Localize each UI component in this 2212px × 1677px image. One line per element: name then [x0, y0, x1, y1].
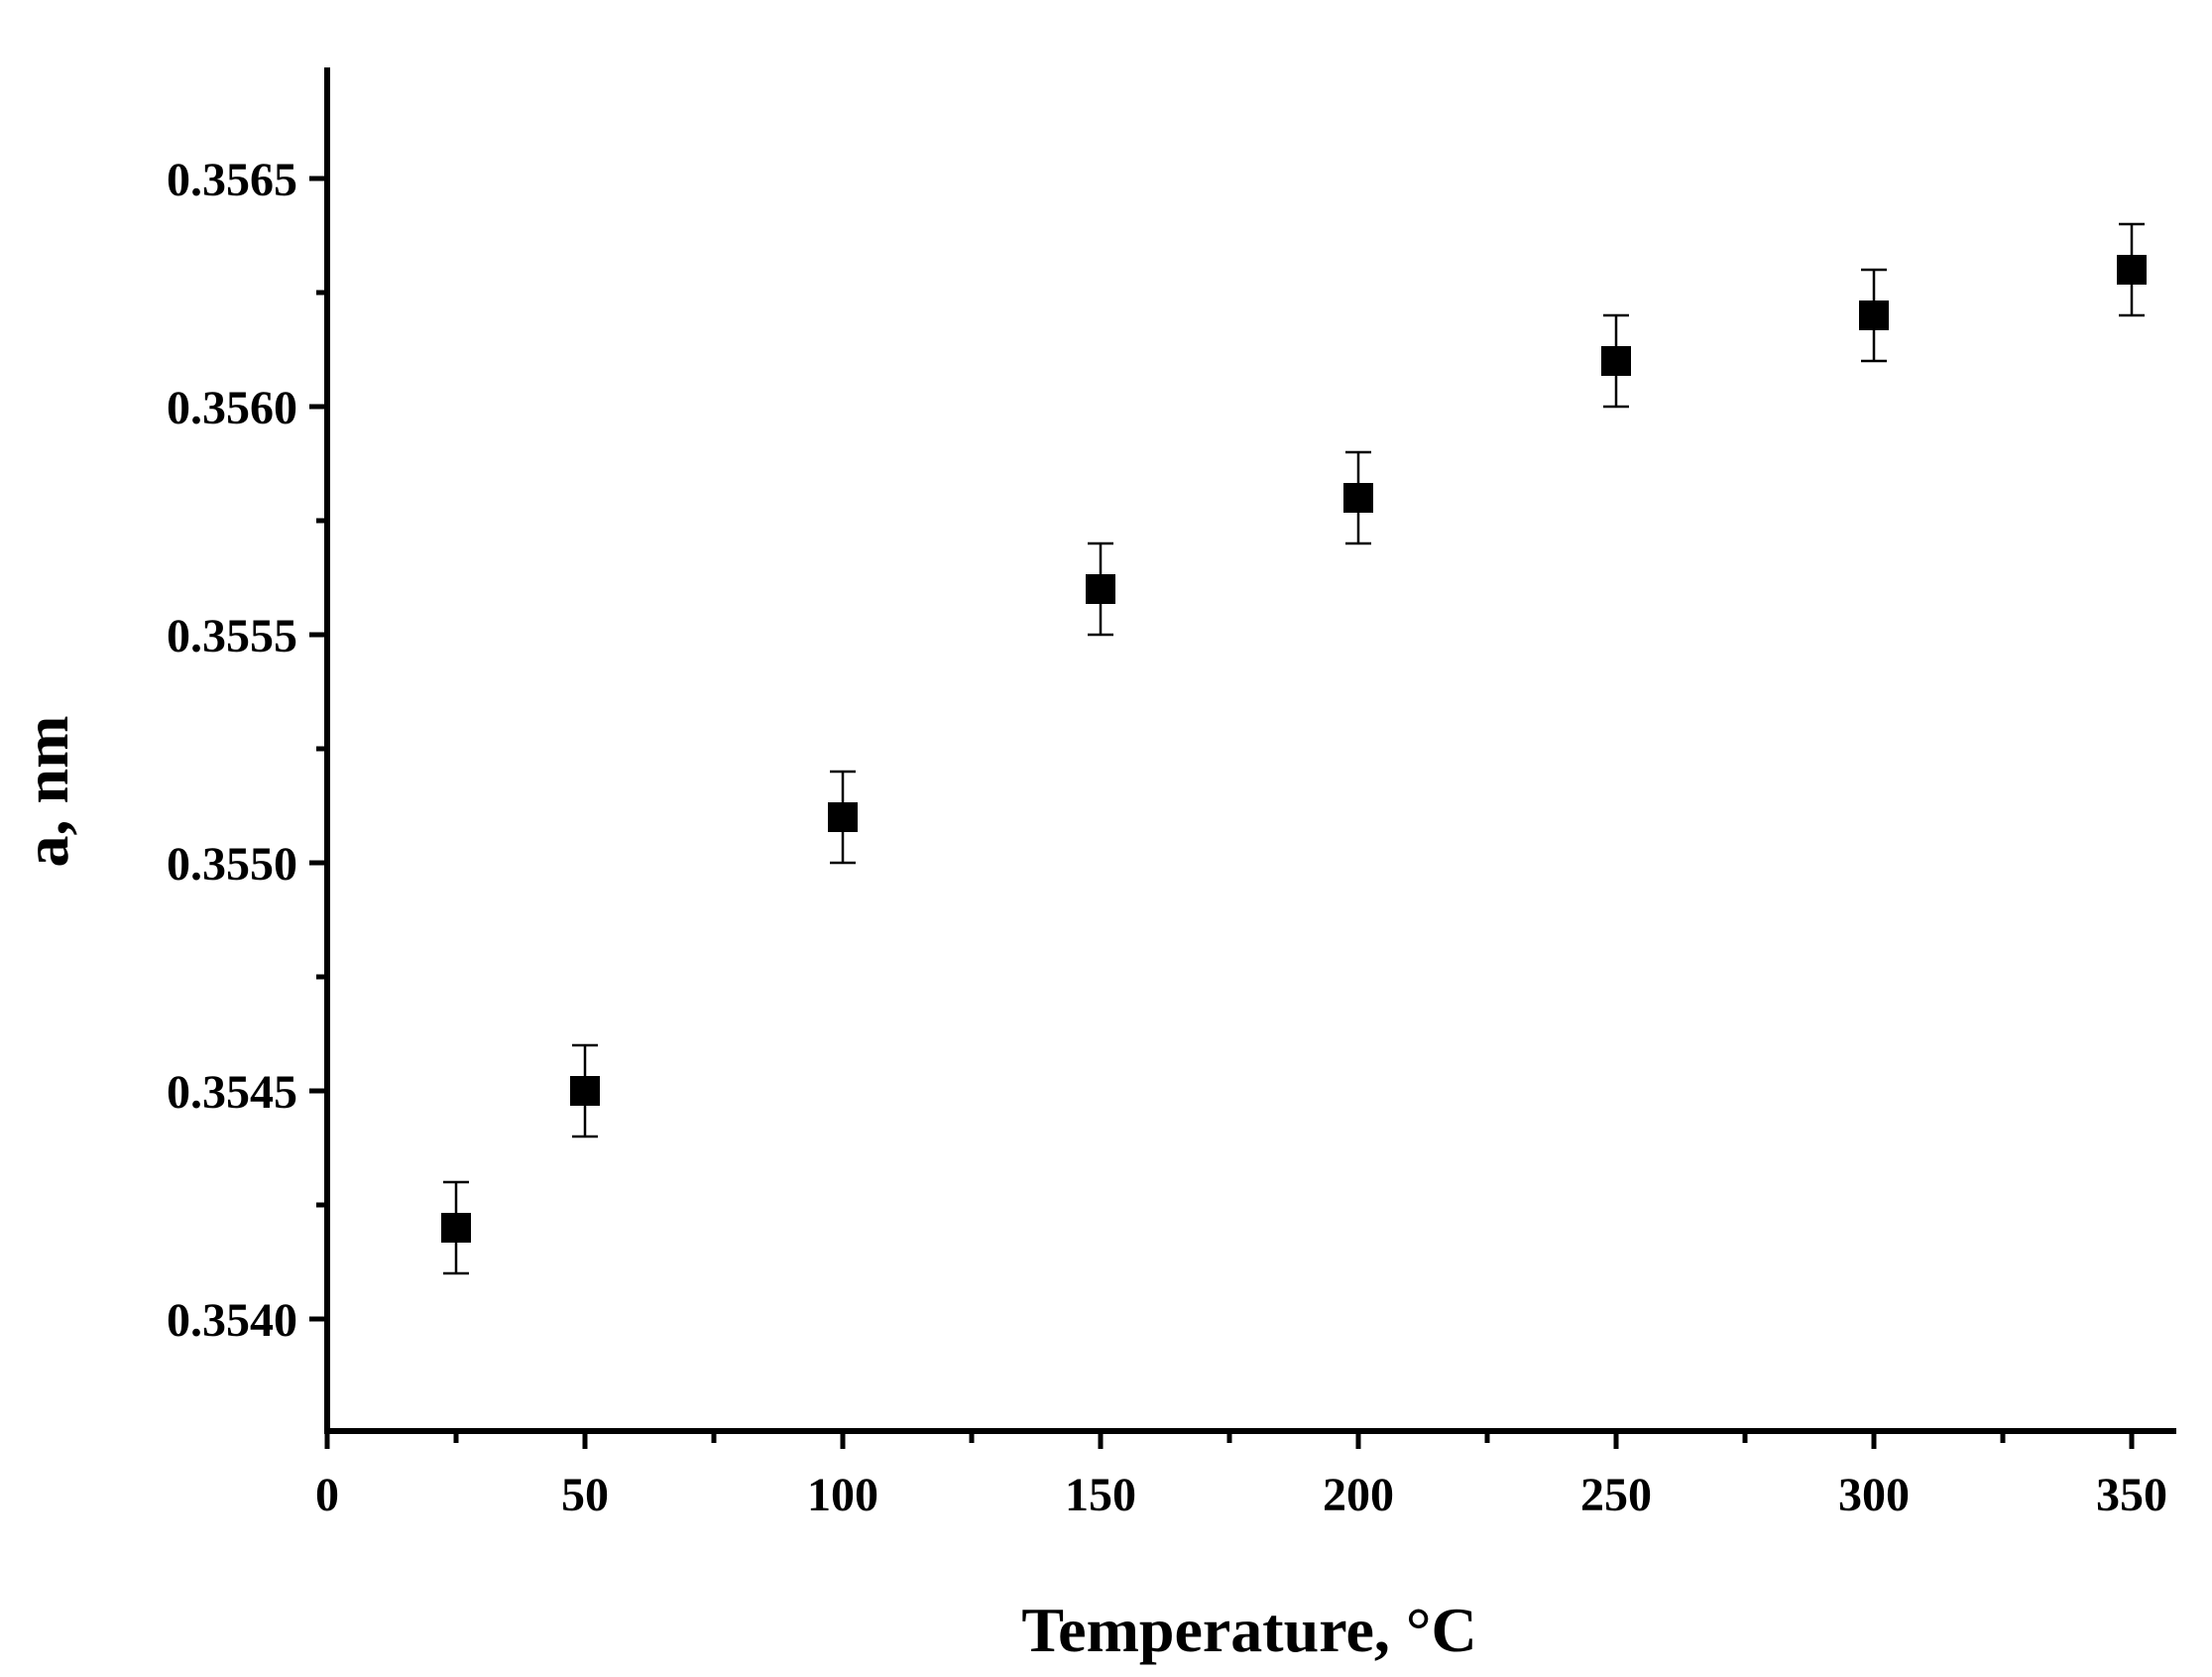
x-tick-label: 0	[315, 1469, 339, 1521]
data-point	[2117, 255, 2147, 285]
data-point	[1086, 574, 1115, 604]
data-point	[570, 1076, 600, 1106]
y-tick-label: 0.3555	[167, 610, 297, 662]
y-tick-label: 0.3540	[167, 1294, 297, 1347]
y-tick-label: 0.3545	[167, 1066, 297, 1119]
x-tick-label: 250	[1580, 1469, 1652, 1521]
data-point	[1859, 300, 1889, 330]
x-tick-label: 100	[807, 1469, 878, 1521]
x-tick-label: 300	[1838, 1469, 1910, 1521]
plot-area: 0 50 100 150 200 250 300 350 0.3540 0.3545 0.3550 0…	[167, 67, 2176, 1521]
data-point	[1343, 483, 1373, 513]
y-tick-label: 0.3550	[167, 838, 297, 891]
data-point	[828, 802, 858, 832]
x-axis-title: Temperature, °C	[1021, 1595, 1476, 1665]
x-tick-label: 350	[2096, 1469, 2167, 1521]
x-tick-label: 50	[561, 1469, 609, 1521]
y-tick-label: 0.3565	[167, 154, 297, 206]
x-tick-label: 200	[1323, 1469, 1394, 1521]
y-tick-label: 0.3560	[167, 382, 297, 434]
data-point	[1601, 346, 1631, 376]
y-axis-title: a, nm	[11, 716, 81, 868]
data-point	[441, 1213, 471, 1243]
x-tick-label: 150	[1065, 1469, 1136, 1521]
